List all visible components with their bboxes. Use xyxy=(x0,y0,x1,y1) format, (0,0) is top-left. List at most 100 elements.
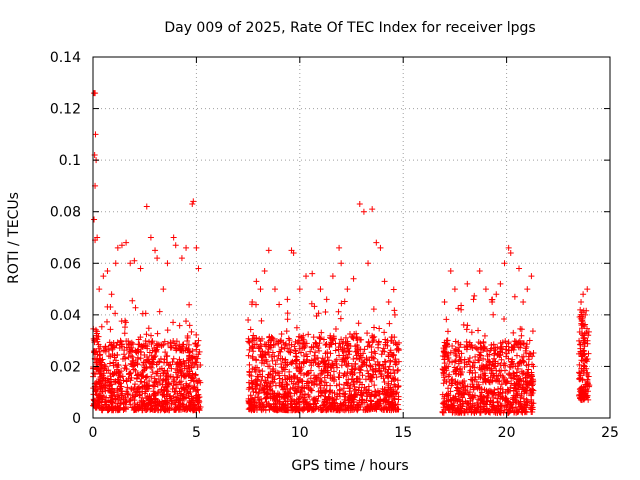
data-point xyxy=(459,394,466,401)
data-point xyxy=(111,352,118,359)
data-point xyxy=(321,398,328,405)
data-point xyxy=(246,339,253,346)
data-point xyxy=(276,393,283,400)
data-point xyxy=(267,344,274,351)
data-point xyxy=(469,377,476,384)
data-point xyxy=(282,376,289,383)
data-point xyxy=(312,339,319,346)
x-tick-label: 0 xyxy=(89,425,98,441)
data-point xyxy=(450,394,457,401)
data-point xyxy=(515,408,522,415)
data-point xyxy=(338,406,345,413)
data-point xyxy=(107,326,114,333)
data-point xyxy=(147,234,154,241)
data-point xyxy=(468,342,475,349)
data-point xyxy=(503,395,510,402)
x-tick-label: 15 xyxy=(394,425,412,441)
data-point xyxy=(153,340,160,347)
data-point xyxy=(123,398,130,405)
data-point xyxy=(193,359,200,366)
data-point xyxy=(159,392,166,399)
data-point xyxy=(289,358,296,365)
data-point xyxy=(361,346,368,353)
data-point xyxy=(175,370,182,377)
data-point xyxy=(161,401,168,408)
data-point xyxy=(457,402,464,409)
data-point xyxy=(321,374,328,381)
data-point xyxy=(286,368,293,375)
data-point xyxy=(329,389,336,396)
data-point xyxy=(440,404,447,411)
data-point xyxy=(502,338,509,345)
data-point xyxy=(270,336,277,343)
data-point xyxy=(284,310,291,317)
y-tick-label: 0.08 xyxy=(50,205,81,221)
data-point xyxy=(481,332,488,339)
data-point xyxy=(167,344,174,351)
data-point xyxy=(115,379,122,386)
data-point xyxy=(173,381,180,388)
data-point xyxy=(351,366,358,373)
data-point xyxy=(180,403,187,410)
data-point xyxy=(164,260,171,267)
data-point xyxy=(391,334,398,341)
data-point xyxy=(348,333,355,340)
data-point xyxy=(186,397,193,404)
data-point xyxy=(585,373,592,380)
data-point xyxy=(120,377,127,384)
data-point xyxy=(369,374,376,381)
data-point xyxy=(258,400,265,407)
data-point xyxy=(376,367,383,374)
data-point xyxy=(313,340,320,347)
data-point xyxy=(96,351,103,358)
data-point xyxy=(582,321,589,328)
data-point xyxy=(287,346,294,353)
data-point xyxy=(322,379,329,386)
data-point xyxy=(114,403,121,410)
data-point xyxy=(444,328,451,335)
data-point xyxy=(185,402,192,409)
data-point xyxy=(274,390,281,397)
data-point xyxy=(493,291,500,298)
data-point xyxy=(503,379,510,386)
data-point xyxy=(157,407,164,414)
data-point xyxy=(271,406,278,413)
data-point xyxy=(501,316,508,323)
data-point xyxy=(320,336,327,343)
data-point xyxy=(392,401,399,408)
data-point xyxy=(121,330,128,337)
data-point xyxy=(578,298,585,305)
data-point xyxy=(337,315,344,322)
x-axis-label: GPS time / hours xyxy=(291,458,408,474)
data-point xyxy=(385,366,392,373)
data-point xyxy=(136,405,143,412)
data-point xyxy=(148,373,155,380)
data-point xyxy=(161,338,168,345)
data-point xyxy=(520,340,527,347)
data-point xyxy=(173,405,180,412)
data-point xyxy=(178,347,185,354)
data-point xyxy=(307,375,314,382)
data-point xyxy=(114,351,121,358)
data-point xyxy=(520,395,527,402)
data-point xyxy=(522,381,529,388)
data-point xyxy=(482,372,489,379)
data-point xyxy=(194,364,201,371)
data-point xyxy=(476,409,483,416)
data-point xyxy=(112,378,119,385)
data-point xyxy=(95,395,102,402)
data-point xyxy=(441,360,448,367)
data-point xyxy=(507,249,514,256)
data-point xyxy=(250,348,257,355)
data-point xyxy=(395,346,402,353)
data-point xyxy=(168,400,175,407)
data-point xyxy=(297,389,304,396)
data-point xyxy=(100,347,107,354)
data-point xyxy=(486,351,493,358)
data-point xyxy=(189,354,196,361)
data-point xyxy=(353,378,360,385)
data-point xyxy=(127,352,134,359)
data-point xyxy=(296,399,303,406)
data-point xyxy=(150,400,157,407)
data-point xyxy=(310,344,317,351)
